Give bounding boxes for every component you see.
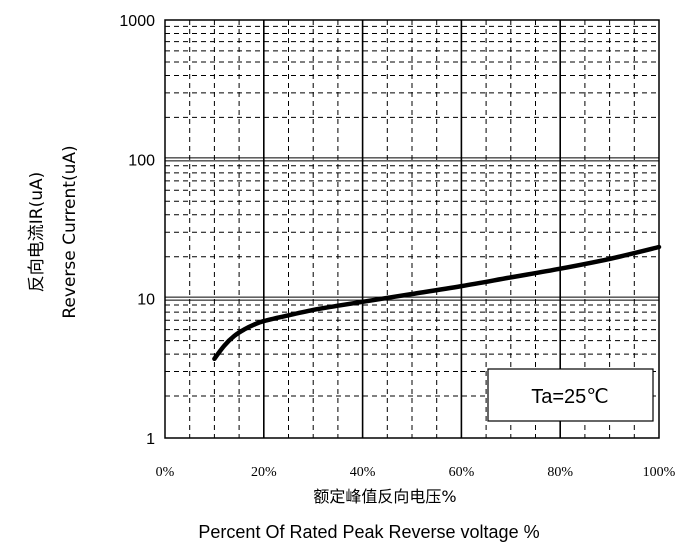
annotation-text: Ta=25℃ xyxy=(531,386,609,408)
x-tick-labels: 0% 20% 40% 60% 80% 100% xyxy=(156,465,676,480)
x-tick-label: 100% xyxy=(643,465,676,480)
y-tick-labels: 1 10 100 1000 xyxy=(119,13,155,448)
y-tick-label: 100 xyxy=(128,152,155,169)
x-tick-label: 20% xyxy=(251,465,277,480)
x-tick-label: 80% xyxy=(547,465,573,480)
y-tick-label: 1000 xyxy=(119,13,155,30)
y-tick-label: 1 xyxy=(146,431,155,448)
series-line xyxy=(212,244,662,362)
y-tick-label: 10 xyxy=(137,292,155,309)
minor-grid xyxy=(165,20,659,438)
annotation-box xyxy=(487,368,654,422)
x-axis-label-cn: 额定峰值反向电压% xyxy=(313,487,456,506)
x-axis-label-en: Percent Of Rated Peak Reverse voltage % xyxy=(198,522,539,542)
y-axis-label-cn: 反向电流IR(uA) xyxy=(27,172,47,293)
x-tick-label: 60% xyxy=(449,465,475,480)
x-tick-label: 0% xyxy=(156,465,175,480)
major-grid xyxy=(165,20,659,438)
y-axis-label-en: Reverse Current(uA) xyxy=(60,145,80,318)
x-tick-label: 40% xyxy=(350,465,376,480)
plot-frame xyxy=(164,19,660,439)
